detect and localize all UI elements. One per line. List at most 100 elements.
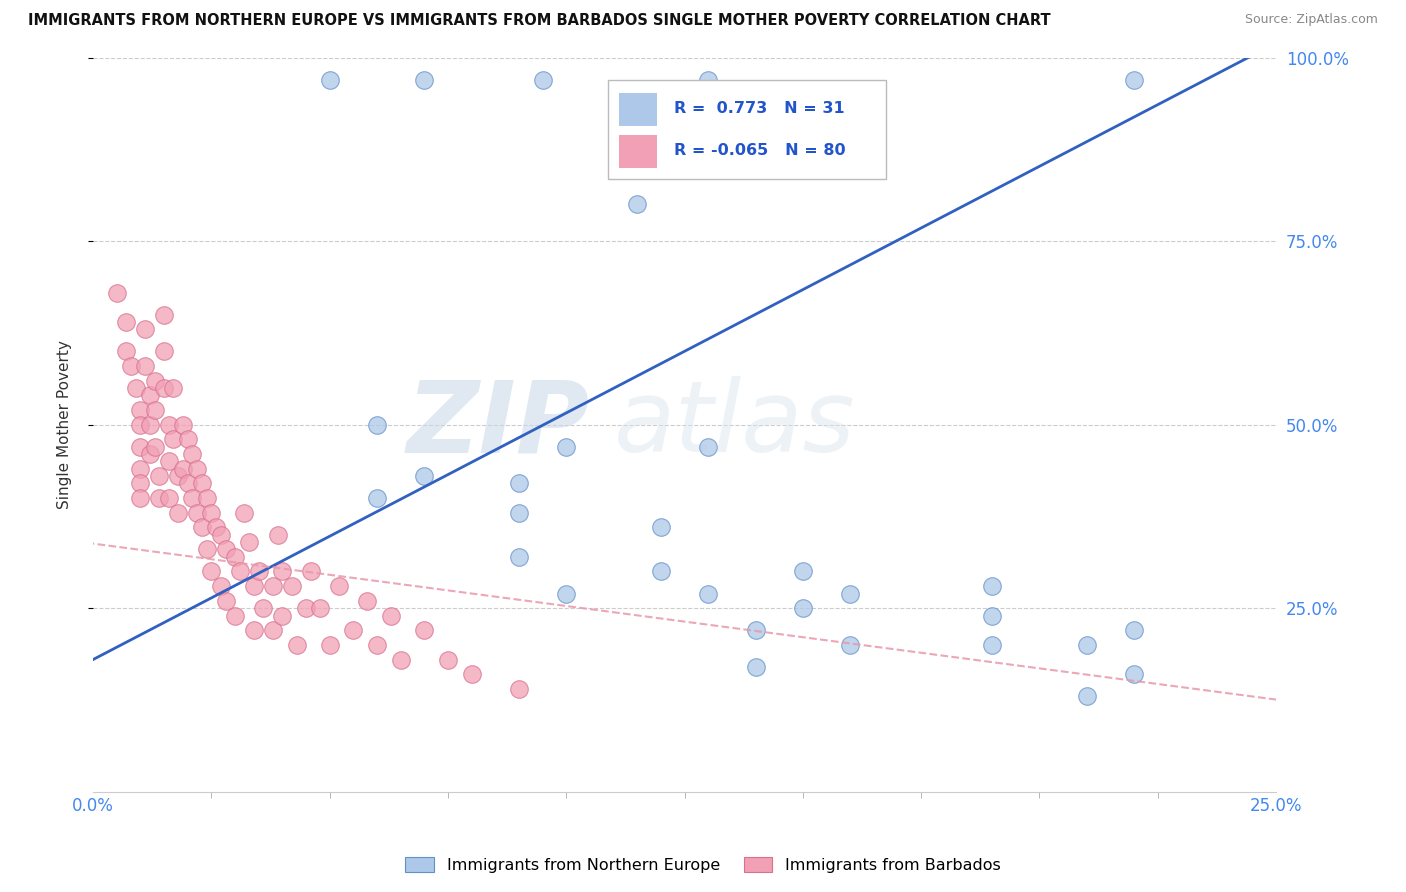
Point bbox=[143, 374, 166, 388]
Point bbox=[181, 447, 204, 461]
Point bbox=[224, 608, 246, 623]
Point bbox=[176, 476, 198, 491]
Y-axis label: Single Mother Poverty: Single Mother Poverty bbox=[58, 340, 72, 509]
Point bbox=[839, 586, 862, 600]
FancyBboxPatch shape bbox=[607, 79, 886, 178]
Point bbox=[172, 417, 194, 432]
Point bbox=[134, 322, 156, 336]
Point bbox=[157, 454, 180, 468]
Point bbox=[148, 469, 170, 483]
Point bbox=[195, 491, 218, 505]
Point bbox=[271, 608, 294, 623]
Point bbox=[981, 608, 1004, 623]
Point bbox=[744, 660, 766, 674]
Point bbox=[1123, 624, 1146, 638]
Point bbox=[555, 586, 578, 600]
FancyBboxPatch shape bbox=[620, 135, 658, 168]
Point bbox=[555, 440, 578, 454]
Point bbox=[247, 565, 270, 579]
Point bbox=[153, 344, 176, 359]
Point bbox=[389, 652, 412, 666]
Point bbox=[214, 594, 236, 608]
Point bbox=[195, 542, 218, 557]
Point bbox=[139, 417, 162, 432]
Point bbox=[1123, 667, 1146, 681]
Point bbox=[200, 565, 222, 579]
Point bbox=[1076, 638, 1098, 652]
Point bbox=[626, 197, 648, 211]
Point bbox=[697, 440, 720, 454]
Point bbox=[460, 667, 482, 681]
Point bbox=[139, 388, 162, 402]
Point bbox=[271, 565, 294, 579]
Text: atlas: atlas bbox=[613, 376, 855, 473]
Point bbox=[172, 461, 194, 475]
Point bbox=[224, 549, 246, 564]
Point bbox=[105, 285, 128, 300]
Point bbox=[167, 506, 190, 520]
Point bbox=[139, 447, 162, 461]
Point bbox=[228, 565, 250, 579]
Point bbox=[328, 579, 350, 593]
Point bbox=[508, 506, 530, 520]
Point bbox=[157, 417, 180, 432]
Point bbox=[186, 461, 208, 475]
Point bbox=[129, 491, 152, 505]
Point bbox=[1076, 690, 1098, 704]
Text: R = -0.065   N = 80: R = -0.065 N = 80 bbox=[673, 144, 845, 159]
Point bbox=[124, 381, 146, 395]
Point bbox=[299, 565, 322, 579]
Text: ZIP: ZIP bbox=[406, 376, 591, 473]
Point bbox=[285, 638, 308, 652]
Point bbox=[129, 440, 152, 454]
Point bbox=[366, 417, 388, 432]
Point bbox=[508, 549, 530, 564]
Point bbox=[115, 315, 138, 329]
FancyBboxPatch shape bbox=[620, 93, 658, 126]
Point bbox=[839, 638, 862, 652]
Point bbox=[129, 476, 152, 491]
Text: IMMIGRANTS FROM NORTHERN EUROPE VS IMMIGRANTS FROM BARBADOS SINGLE MOTHER POVERT: IMMIGRANTS FROM NORTHERN EUROPE VS IMMIG… bbox=[28, 13, 1050, 29]
Point bbox=[1123, 72, 1146, 87]
Point bbox=[205, 520, 228, 534]
Point bbox=[214, 542, 236, 557]
Point bbox=[309, 601, 332, 615]
Point bbox=[356, 594, 378, 608]
Legend: Immigrants from Northern Europe, Immigrants from Barbados: Immigrants from Northern Europe, Immigra… bbox=[399, 851, 1007, 880]
Point bbox=[295, 601, 318, 615]
Point bbox=[167, 469, 190, 483]
Point bbox=[209, 579, 232, 593]
Point bbox=[191, 520, 214, 534]
Point bbox=[153, 381, 176, 395]
Point bbox=[792, 601, 814, 615]
Point bbox=[191, 476, 214, 491]
Point bbox=[153, 308, 176, 322]
Point bbox=[162, 433, 184, 447]
Point bbox=[437, 652, 460, 666]
Point bbox=[129, 461, 152, 475]
Point bbox=[792, 565, 814, 579]
Point bbox=[380, 608, 402, 623]
Point bbox=[243, 624, 266, 638]
Point bbox=[181, 491, 204, 505]
Point bbox=[508, 681, 530, 696]
Point bbox=[233, 506, 256, 520]
Point bbox=[413, 469, 436, 483]
Point bbox=[981, 638, 1004, 652]
Point bbox=[697, 72, 720, 87]
Point bbox=[148, 491, 170, 505]
Point bbox=[129, 403, 152, 417]
Text: Source: ZipAtlas.com: Source: ZipAtlas.com bbox=[1244, 13, 1378, 27]
Point bbox=[243, 579, 266, 593]
Point bbox=[744, 624, 766, 638]
Point bbox=[129, 417, 152, 432]
Point bbox=[200, 506, 222, 520]
Point bbox=[120, 359, 142, 373]
Point bbox=[252, 601, 274, 615]
Point bbox=[262, 579, 284, 593]
Point bbox=[697, 586, 720, 600]
Point bbox=[413, 72, 436, 87]
Point bbox=[262, 624, 284, 638]
Point bbox=[209, 528, 232, 542]
Point bbox=[650, 565, 672, 579]
